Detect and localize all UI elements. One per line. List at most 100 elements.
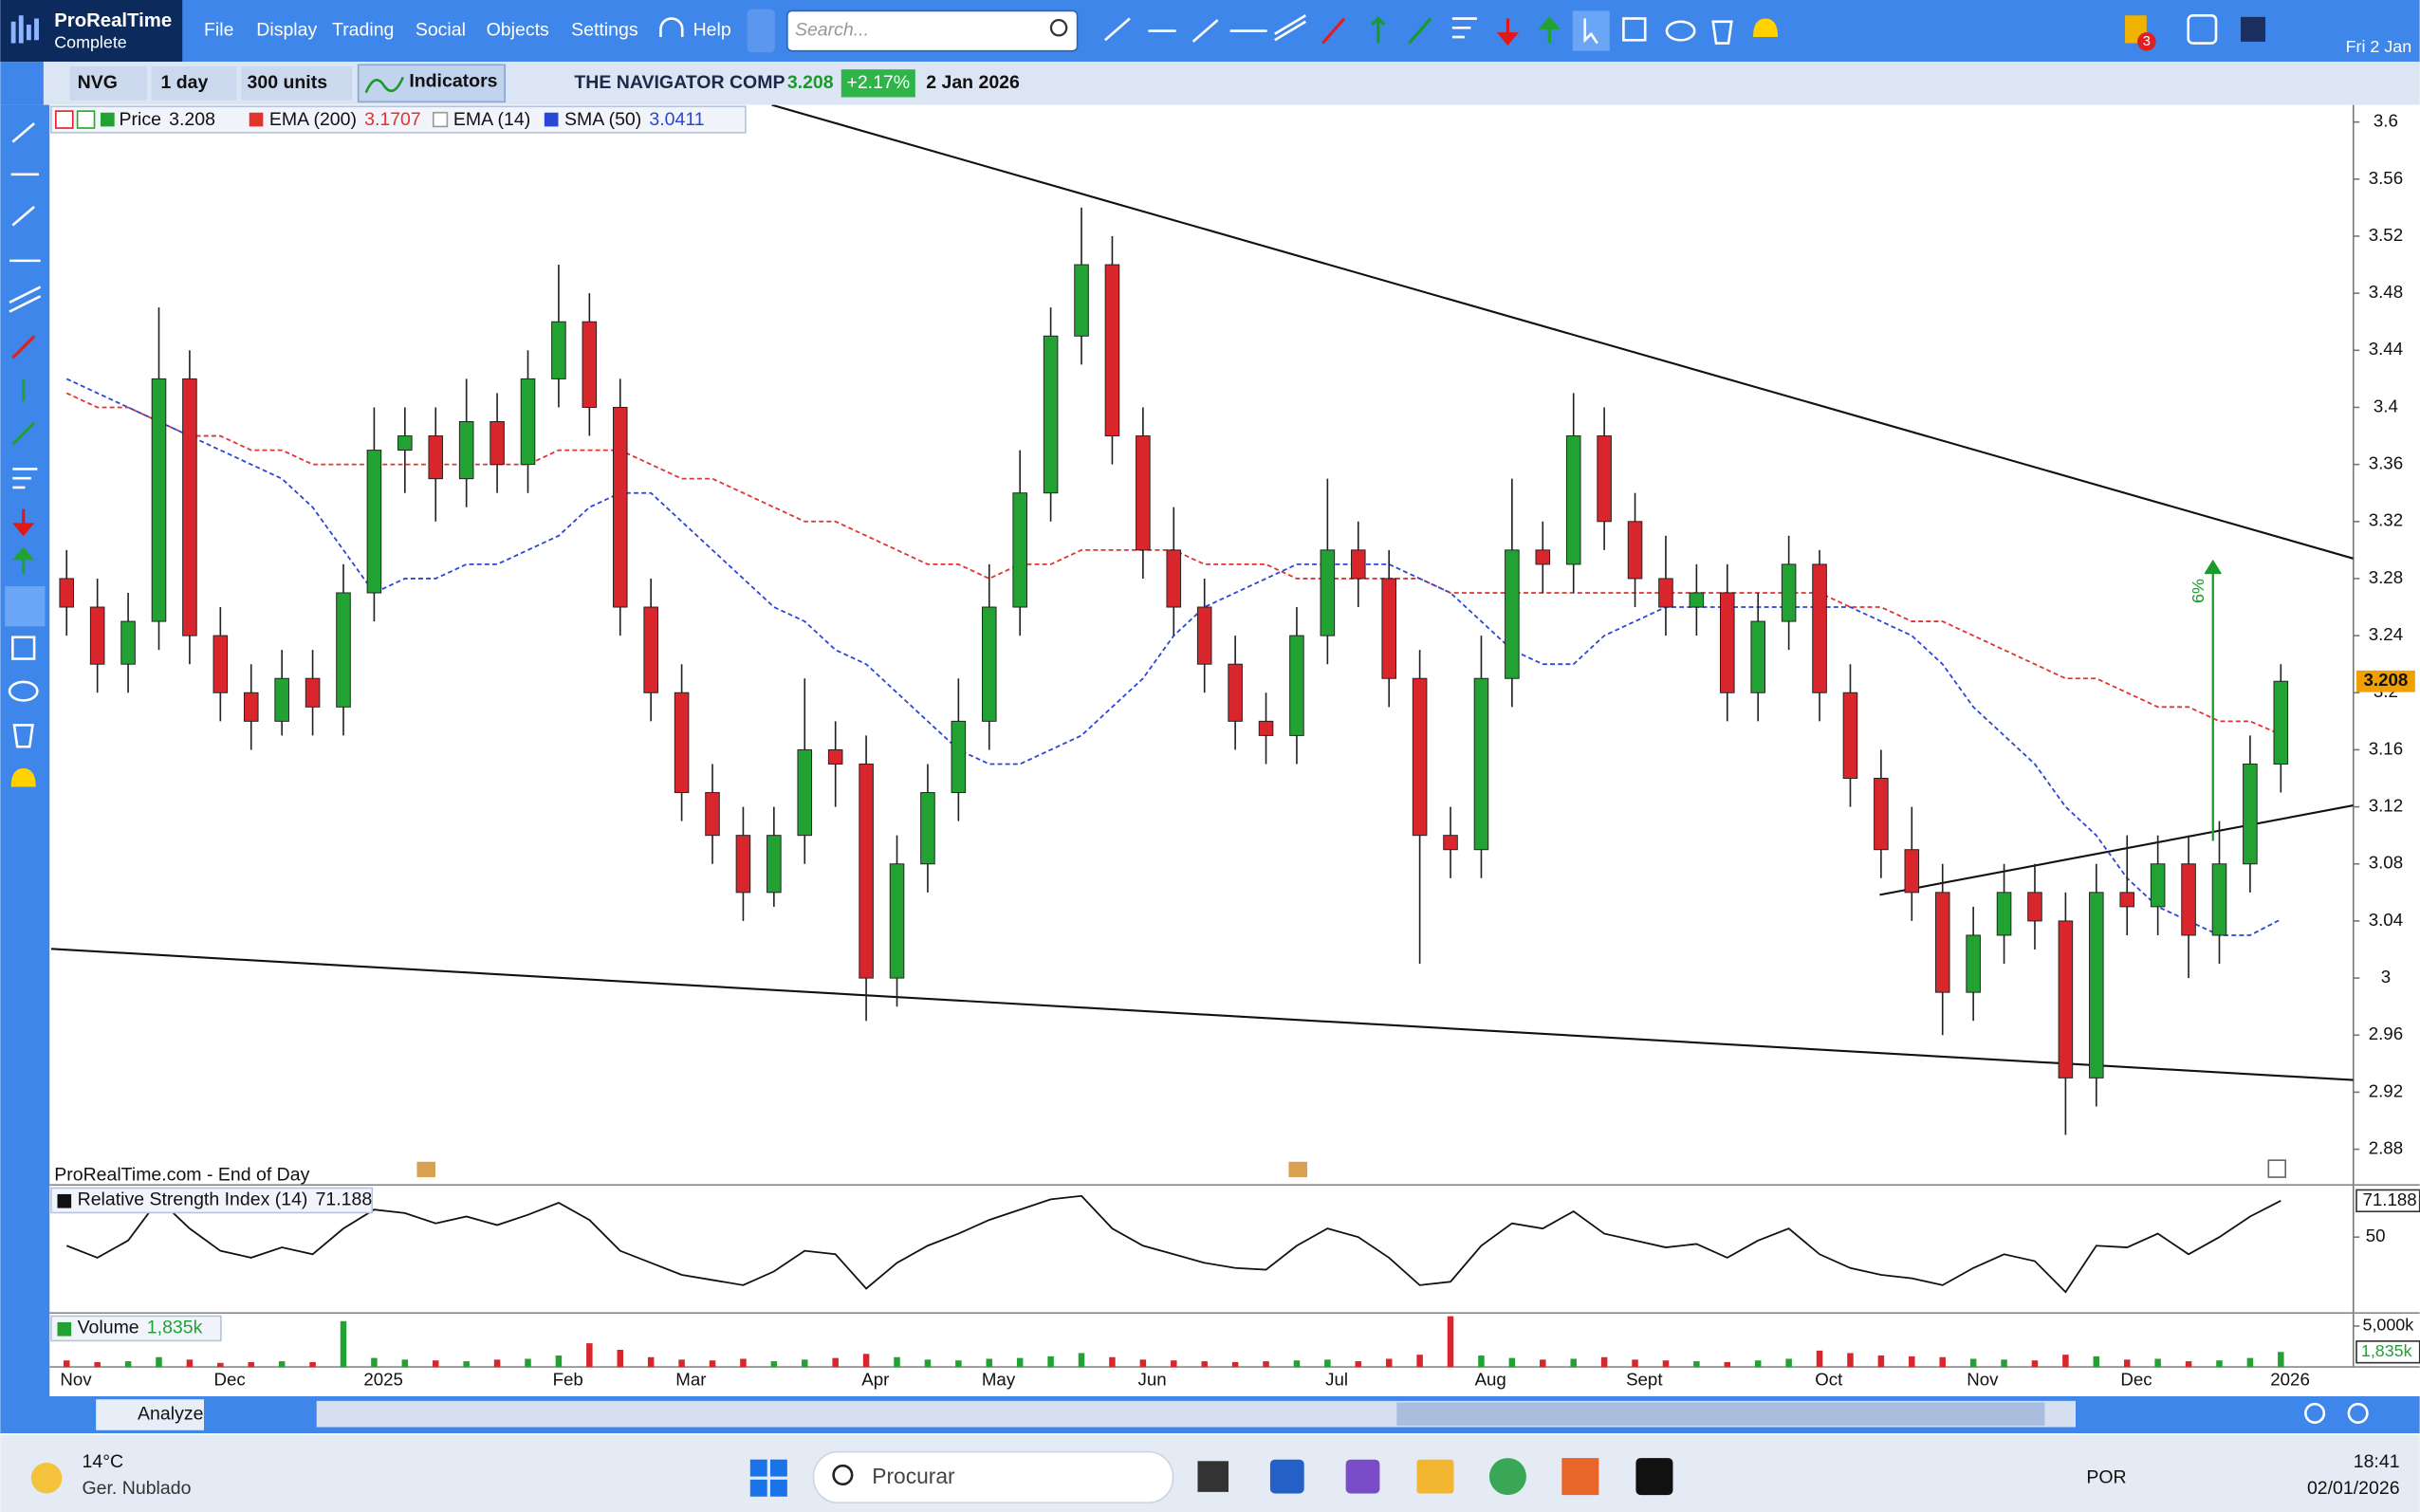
- app-icon[interactable]: [1635, 1458, 1673, 1496]
- tool-channel[interactable]: [1274, 14, 1307, 42]
- tool-text[interactable]: [11, 636, 36, 660]
- trendline[interactable]: [771, 104, 2354, 560]
- tool-up-arrow[interactable]: [1371, 16, 1386, 44]
- app-icon[interactable]: [1561, 1458, 1599, 1496]
- trendline[interactable]: [1879, 804, 2354, 896]
- weather-icon[interactable]: [30, 1462, 63, 1494]
- candle-body: [1750, 620, 1765, 693]
- pointer-icon: [1583, 18, 1598, 45]
- candle-body: [643, 606, 658, 693]
- trendline[interactable]: [50, 948, 2354, 1081]
- tool-fibo[interactable]: [1451, 17, 1477, 39]
- data-source: ProRealTime.com - End of Day: [54, 1165, 309, 1186]
- app-icon[interactable]: [1416, 1459, 1454, 1494]
- period-selector[interactable]: [151, 65, 237, 101]
- ticker-selector[interactable]: [69, 65, 147, 101]
- menu-item[interactable]: Settings: [571, 20, 638, 41]
- tool-green-line[interactable]: [1408, 17, 1432, 45]
- volume-bar: [1047, 1355, 1054, 1368]
- tool-pointer[interactable]: [5, 586, 46, 627]
- zoom-out[interactable]: [2304, 1402, 2326, 1424]
- volume-bar: [1231, 1361, 1239, 1368]
- drawing-toolbar: 3: [1104, 10, 2266, 51]
- menu-item[interactable]: Objects: [487, 20, 549, 41]
- legend-label: SMA (50): [564, 109, 641, 130]
- candle-body: [274, 677, 289, 722]
- search-box[interactable]: [786, 9, 1079, 52]
- candle-body: [551, 321, 566, 379]
- volume-legend-value: 1,835k: [147, 1318, 203, 1338]
- left-toolbar: [0, 104, 50, 1397]
- taskbar-search[interactable]: [812, 1450, 1174, 1504]
- menu-item[interactable]: Help: [693, 20, 731, 41]
- tool-alert[interactable]: [1753, 18, 1779, 38]
- volume-bar: [340, 1320, 347, 1368]
- y-tick-label: 3.56: [2369, 168, 2403, 188]
- tool-sell[interactable]: [1496, 18, 1520, 46]
- info-icon[interactable]: [2267, 1159, 2287, 1178]
- candle-body: [1320, 549, 1336, 636]
- candle-body: [951, 720, 967, 794]
- search-glyph: [832, 1464, 854, 1486]
- tool-line[interactable]: [11, 205, 35, 227]
- tool-line[interactable]: [1192, 19, 1219, 43]
- tool-pointer[interactable]: [1572, 10, 1610, 51]
- candle-body: [1228, 663, 1243, 722]
- candle-body: [1505, 549, 1520, 679]
- price-marker: [2356, 670, 2415, 692]
- volume-bar: [1416, 1355, 1423, 1368]
- menu-item[interactable]: Social: [416, 20, 466, 41]
- units-selector[interactable]: [241, 65, 353, 101]
- percent-arrow[interactable]: [2204, 559, 2222, 841]
- tool-delete[interactable]: [12, 724, 34, 748]
- start-button[interactable]: [749, 1459, 787, 1497]
- tool-ellipse[interactable]: [1665, 20, 1696, 42]
- candle-body: [1934, 892, 1950, 993]
- tool-ruler[interactable]: [11, 122, 35, 143]
- volume-marker-label: 1,835k: [2361, 1341, 2412, 1360]
- taskbar-search-text: Procurar: [872, 1464, 955, 1488]
- tool-buy[interactable]: [1538, 15, 1561, 44]
- candle-body: [797, 748, 813, 837]
- analyze-tab[interactable]: [96, 1399, 205, 1430]
- tool-alert[interactable]: [10, 768, 36, 787]
- tool-text[interactable]: [1622, 17, 1647, 42]
- edition-text: Complete: [54, 32, 127, 51]
- app-icon[interactable]: [1197, 1461, 1229, 1492]
- unlock-button[interactable]: [747, 9, 775, 53]
- event-marker[interactable]: [1288, 1161, 1307, 1178]
- tool-fibo[interactable]: [12, 468, 38, 489]
- legend-swatch: [249, 112, 264, 127]
- tool-ellipse[interactable]: [8, 680, 39, 702]
- tool-red-line[interactable]: [1321, 17, 1346, 45]
- candle-body: [1289, 635, 1304, 736]
- scroll-thumb[interactable]: [1396, 1402, 2045, 1426]
- volume-bar: [1816, 1350, 1823, 1368]
- app-icon[interactable]: [1488, 1458, 1526, 1496]
- zoom-in[interactable]: [2347, 1402, 2369, 1424]
- candle-body: [366, 450, 382, 594]
- tool-red-line[interactable]: [11, 335, 36, 360]
- volume-bar: [1909, 1355, 1915, 1368]
- candle-body: [1104, 264, 1120, 437]
- sync-icon[interactable]: [2187, 13, 2218, 45]
- chart-menu-button[interactable]: [0, 62, 44, 105]
- tool-sell[interactable]: [12, 508, 35, 537]
- menu-item[interactable]: Trading: [332, 20, 394, 41]
- tool-channel[interactable]: [9, 286, 42, 313]
- tool-green-line[interactable]: [11, 421, 36, 446]
- chart-area: [49, 104, 2354, 1397]
- indicators-label: Indicators: [409, 70, 497, 91]
- menu-item[interactable]: Display: [256, 20, 317, 41]
- menu-item[interactable]: File: [204, 20, 233, 41]
- tool-ruler[interactable]: [1104, 17, 1131, 42]
- candle-body: [2119, 892, 2135, 908]
- app-icon[interactable]: [1345, 1459, 1380, 1494]
- candle-body: [151, 378, 167, 622]
- tool-delete[interactable]: [1711, 20, 1733, 45]
- tool-buy[interactable]: [12, 546, 35, 575]
- event-marker[interactable]: [416, 1161, 435, 1178]
- app-icon[interactable]: [1269, 1459, 1304, 1494]
- candle-body: [767, 835, 782, 894]
- screen-icon[interactable]: [2241, 16, 2266, 42]
